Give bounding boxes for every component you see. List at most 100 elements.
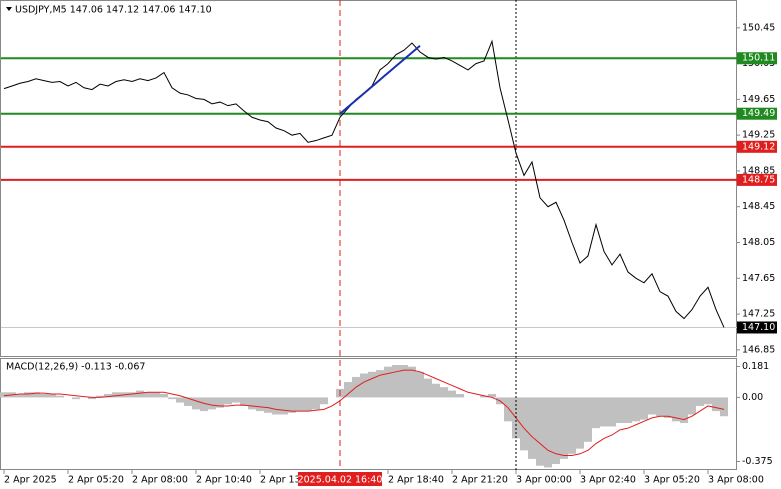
macd-bar <box>16 394 24 398</box>
x-tick-label: 2 Apr 21:20 <box>452 475 508 486</box>
x-tick-label: 2 Apr 10:40 <box>196 475 252 486</box>
macd-bar <box>272 397 280 415</box>
macd-bar <box>288 397 296 413</box>
y-tick-label: 148.05 <box>742 237 775 248</box>
macd-bar <box>112 392 120 398</box>
y-tick-label: 146.85 <box>742 344 775 355</box>
macd-bar <box>240 397 248 406</box>
macd-bar <box>88 397 96 400</box>
y-tick-label: 149.25 <box>742 130 775 141</box>
macd-bar <box>256 397 264 412</box>
macd-bar <box>72 397 80 400</box>
macd-bar <box>720 397 728 417</box>
level-label: 149.12 <box>742 141 775 152</box>
x-tick-label: 3 Apr 05:20 <box>644 475 700 486</box>
macd-bar <box>144 392 152 398</box>
x-tick-label: 2 Apr 18:40 <box>388 475 444 486</box>
level-label: 150.11 <box>742 53 775 64</box>
macd-bar <box>592 397 600 429</box>
macd-bar <box>200 397 208 412</box>
macd-bar <box>432 383 440 398</box>
macd-bar <box>168 397 176 400</box>
macd-bar <box>136 390 144 398</box>
macd-bar <box>40 394 48 398</box>
macd-bar <box>296 397 304 412</box>
macd-bar <box>504 397 512 422</box>
macd-bar <box>48 394 56 398</box>
macd-bar <box>248 397 256 410</box>
macd-bar <box>568 397 576 454</box>
level-label: 149.49 <box>742 108 775 119</box>
chart-title: USDJPY,M5 147.06 147.12 147.06 147.10 <box>15 5 212 16</box>
macd-bar <box>104 394 112 398</box>
macd-bar <box>616 397 624 424</box>
last-price-label: 147.10 <box>742 322 775 333</box>
macd-bar <box>192 397 200 410</box>
macd-bar <box>608 397 616 427</box>
macd-bar <box>24 392 32 398</box>
macd-bar <box>216 397 224 408</box>
macd-bar <box>528 397 536 459</box>
y-tick-label: 0.00 <box>742 392 763 403</box>
x-tick-label: 3 Apr 08:00 <box>708 475 764 486</box>
macd-bar <box>56 395 64 398</box>
last-price-bg <box>737 321 777 334</box>
level-label-bg <box>737 52 777 65</box>
macd-bar <box>600 397 608 427</box>
macd-bar <box>448 390 456 398</box>
macd-bar <box>456 394 464 398</box>
macd-bar <box>440 387 448 398</box>
macd-bar <box>520 397 528 451</box>
y-tick-label: -0.375 <box>742 456 773 467</box>
macd-bar <box>384 366 392 398</box>
macd-bar <box>224 397 232 405</box>
x-tick-label: 3 Apr 00:00 <box>516 475 572 486</box>
macd-bar <box>656 397 664 417</box>
macd-bar <box>368 371 376 398</box>
signal-line <box>3 369 725 456</box>
macd-bar <box>632 397 640 422</box>
macd-bar <box>640 397 648 420</box>
macd-bar <box>664 397 672 418</box>
y-tick-label: 148.85 <box>742 165 775 176</box>
macd-bar <box>304 397 312 412</box>
x-tick-label: 2 Apr 13:20 <box>260 475 316 486</box>
price-panel <box>0 0 737 357</box>
macd-bar <box>416 371 424 398</box>
y-tick-label: 0.181 <box>742 361 769 372</box>
macd-bar <box>712 397 720 412</box>
macd-bar <box>688 397 696 415</box>
menu-arrow[interactable] <box>6 7 12 11</box>
macd-bar <box>176 397 184 403</box>
macd-bar <box>696 397 704 406</box>
macd-bar <box>624 397 632 424</box>
macd-bar <box>264 397 272 413</box>
y-tick-label: 147.25 <box>742 309 775 320</box>
macd-bar <box>560 397 568 459</box>
x-tick-label: 2 Apr 2025 <box>4 475 57 486</box>
macd-bar <box>576 397 584 449</box>
macd-bar <box>392 364 400 398</box>
macd-bar <box>208 397 216 410</box>
x-tick-label: 3 Apr 02:40 <box>580 475 636 486</box>
x-tick-label: 2 Apr 08:00 <box>132 475 188 486</box>
level-label-bg <box>737 173 777 186</box>
macd-bar <box>408 366 416 398</box>
macd-bar <box>584 397 592 442</box>
level-label: 148.75 <box>742 174 775 185</box>
macd-bar <box>344 382 352 398</box>
macd-bar <box>376 370 384 398</box>
macd-bar <box>128 392 136 398</box>
macd-bar <box>544 397 552 468</box>
macd-bar <box>552 397 560 465</box>
level-label-bg <box>737 107 777 120</box>
macd-bar <box>488 394 496 398</box>
y-tick-label: 147.65 <box>742 273 775 284</box>
macd-bar <box>648 397 656 415</box>
macd-bar <box>424 378 432 398</box>
macd-bar <box>152 392 160 398</box>
level-label-bg <box>737 140 777 153</box>
y-tick-label: 148.45 <box>742 201 775 212</box>
macd-bar <box>672 397 680 422</box>
macd-bar <box>360 373 368 398</box>
